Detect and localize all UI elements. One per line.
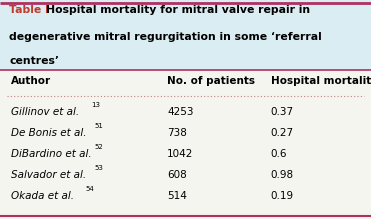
Text: 608: 608: [167, 170, 187, 180]
Text: degenerative mitral regurgitation in some ‘referral: degenerative mitral regurgitation in som…: [9, 32, 322, 42]
Text: 52: 52: [95, 144, 104, 150]
Text: 1042: 1042: [167, 149, 193, 159]
Text: 4253: 4253: [167, 107, 193, 117]
Text: 54: 54: [85, 186, 94, 192]
Text: Hospital mortality (%): Hospital mortality (%): [271, 76, 371, 86]
Text: 0.37: 0.37: [271, 107, 294, 117]
Text: centres’: centres’: [9, 56, 59, 66]
FancyBboxPatch shape: [0, 70, 371, 219]
Text: Gillinov et al.: Gillinov et al.: [11, 107, 79, 117]
Text: Hospital mortality for mitral valve repair in: Hospital mortality for mitral valve repa…: [46, 5, 311, 16]
Text: 13: 13: [91, 102, 100, 108]
FancyBboxPatch shape: [0, 0, 371, 70]
Text: 738: 738: [167, 128, 187, 138]
Text: 514: 514: [167, 191, 187, 201]
Text: 0.27: 0.27: [271, 128, 294, 138]
Text: 0.19: 0.19: [271, 191, 294, 201]
Text: 0.6: 0.6: [271, 149, 287, 159]
Text: De Bonis et al.: De Bonis et al.: [11, 128, 87, 138]
Text: Author: Author: [11, 76, 51, 86]
Text: Salvador et al.: Salvador et al.: [11, 170, 86, 180]
Text: 53: 53: [95, 165, 104, 171]
Text: Table I: Table I: [9, 5, 49, 16]
Text: DiBardino et al.: DiBardino et al.: [11, 149, 92, 159]
Text: Okada et al.: Okada et al.: [11, 191, 74, 201]
Text: 0.98: 0.98: [271, 170, 294, 180]
Text: No. of patients: No. of patients: [167, 76, 255, 86]
Text: 51: 51: [95, 123, 104, 129]
